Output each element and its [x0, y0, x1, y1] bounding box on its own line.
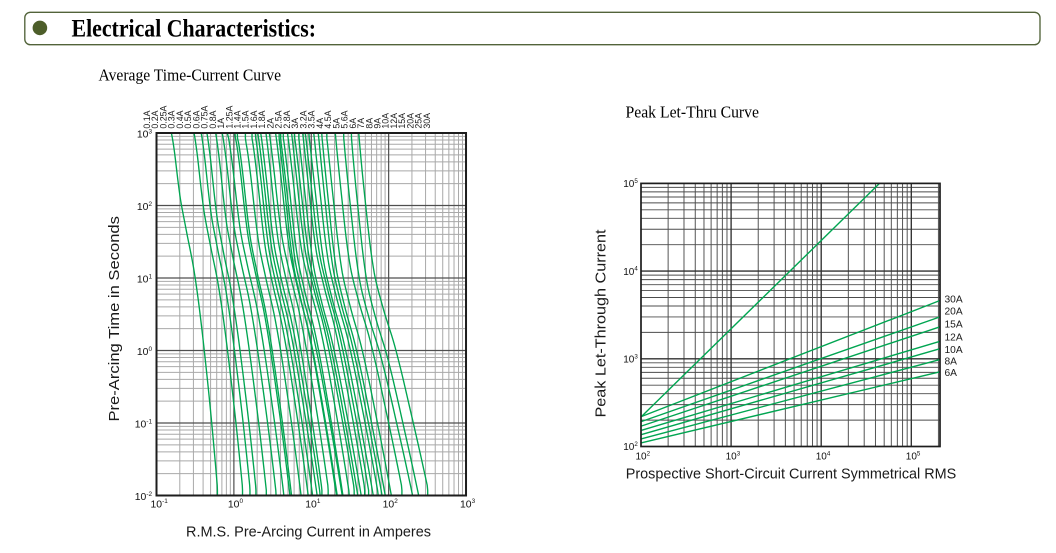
svg-text:102: 102 — [636, 451, 651, 463]
svg-text:10A: 10A — [945, 345, 963, 356]
svg-text:100: 100 — [228, 498, 244, 510]
svg-text:30A: 30A — [422, 113, 432, 129]
svg-text:15A: 15A — [945, 320, 963, 331]
svg-text:103: 103 — [623, 353, 638, 365]
svg-text:3.2A: 3.2A — [298, 110, 308, 128]
svg-text:8A: 8A — [945, 357, 958, 368]
svg-text:101: 101 — [137, 273, 153, 285]
svg-text:Peak Let-Through Current: Peak Let-Through Current — [594, 230, 610, 418]
svg-text:105: 105 — [623, 178, 638, 190]
svg-text:5A: 5A — [331, 118, 341, 129]
svg-text:9A: 9A — [372, 118, 382, 129]
svg-text:0.3A: 0.3A — [167, 110, 177, 128]
svg-text:25A: 25A — [414, 113, 424, 129]
svg-text:103: 103 — [460, 498, 476, 510]
svg-text:0.75A: 0.75A — [200, 105, 210, 128]
svg-text:3.5A: 3.5A — [307, 110, 317, 128]
svg-text:103: 103 — [137, 128, 153, 140]
svg-text:12A: 12A — [389, 113, 399, 129]
svg-text:100: 100 — [137, 346, 153, 358]
svg-text:7A: 7A — [356, 118, 366, 129]
svg-text:Peak Let-Thru Curve: Peak Let-Thru Curve — [626, 103, 760, 122]
svg-text:105: 105 — [906, 451, 921, 463]
svg-text:4A: 4A — [315, 118, 325, 129]
svg-text:Electrical Characteristics:: Electrical Characteristics: — [72, 15, 317, 42]
svg-text:6A: 6A — [945, 368, 958, 379]
svg-text:0.6A: 0.6A — [191, 110, 201, 128]
svg-text:102: 102 — [137, 201, 153, 213]
svg-text:0.1A: 0.1A — [142, 110, 152, 128]
svg-text:Pre-Arcing Time in Seconds: Pre-Arcing Time in Seconds — [107, 216, 123, 422]
svg-text:0.8A: 0.8A — [208, 110, 218, 128]
svg-text:5.6A: 5.6A — [340, 110, 350, 128]
svg-text:20A: 20A — [945, 307, 963, 318]
svg-text:10A: 10A — [381, 113, 391, 129]
svg-text:10-1: 10-1 — [135, 418, 153, 430]
svg-text:10-1: 10-1 — [151, 498, 169, 510]
svg-text:102: 102 — [383, 498, 399, 510]
svg-text:1A: 1A — [216, 118, 226, 129]
svg-text:1.25A: 1.25A — [224, 105, 234, 128]
svg-text:2.8A: 2.8A — [282, 110, 292, 128]
svg-text:1.6A: 1.6A — [249, 110, 259, 128]
svg-text:R.M.S. Pre-Arcing Current in A: R.M.S. Pre-Arcing Current in Amperes — [186, 525, 431, 541]
svg-text:104: 104 — [816, 451, 831, 463]
svg-text:101: 101 — [305, 498, 321, 510]
svg-text:0.25A: 0.25A — [158, 105, 168, 128]
svg-text:8A: 8A — [364, 118, 374, 129]
svg-text:1.4A: 1.4A — [232, 110, 242, 128]
svg-text:104: 104 — [623, 266, 638, 278]
svg-text:1.8A: 1.8A — [257, 110, 267, 128]
svg-text:4.5A: 4.5A — [323, 110, 333, 128]
svg-text:1.5A: 1.5A — [241, 110, 251, 128]
svg-text:3A: 3A — [290, 118, 300, 129]
svg-text:12A: 12A — [945, 333, 963, 344]
svg-text:15A: 15A — [397, 113, 407, 129]
svg-text:Average Time-Current Curve: Average Time-Current Curve — [99, 65, 282, 84]
svg-text:0.4A: 0.4A — [175, 110, 185, 128]
svg-text:20A: 20A — [405, 113, 415, 129]
svg-text:6A: 6A — [348, 118, 358, 129]
svg-text:30A: 30A — [945, 295, 963, 306]
svg-text:0.2A: 0.2A — [150, 110, 160, 128]
svg-text:2A: 2A — [265, 118, 275, 129]
svg-text:Prospective Short-Circuit Curr: Prospective Short-Circuit Current Symmet… — [626, 467, 957, 483]
svg-text:103: 103 — [726, 451, 741, 463]
svg-text:2.5A: 2.5A — [274, 110, 284, 128]
svg-text:0.5A: 0.5A — [183, 110, 193, 128]
